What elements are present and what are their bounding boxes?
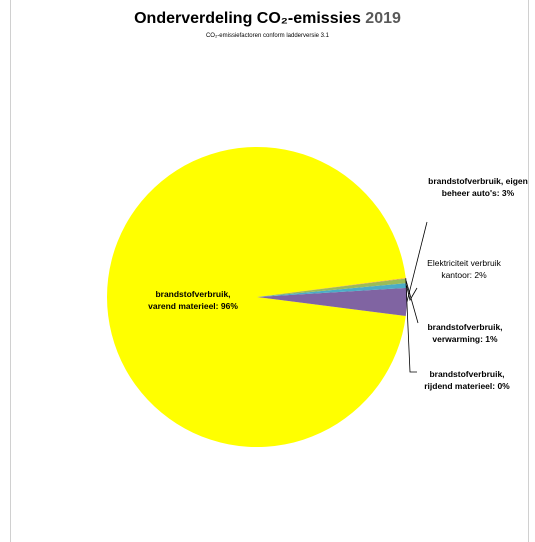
- label-varend-materieel-line: varend materieel: 96%: [148, 301, 238, 311]
- label-verwarming: brandstofverbruik, verwarming: 1%: [427, 322, 502, 344]
- label-verwarming-line: brandstofverbruik,: [427, 322, 502, 332]
- slice-varend-materieel: [107, 147, 406, 448]
- label-elektriciteit-kantoor-line: kantoor: 2%: [441, 270, 487, 280]
- chart-frame: [10, 0, 529, 542]
- leader-rijdend: [405, 278, 417, 373]
- chart-title-text: Onderverdeling CO₂-emissies: [134, 10, 361, 27]
- label-varend-materieel: brandstofverbruik, varend materieel: 96%: [148, 289, 238, 311]
- label-varend-materieel-line: brandstofverbruik,: [155, 289, 230, 299]
- label-rijdend-materieel-line: rijdend materieel: 0%: [424, 381, 510, 391]
- leader-elektriciteit: [406, 285, 418, 302]
- slice-verwarming: [257, 278, 407, 297]
- slice-elektriciteit-kantoor: [257, 283, 407, 297]
- label-eigen-beheer-autos-line: brandstofverbruik, eigen: [428, 176, 528, 186]
- label-rijdend-materieel: brandstofverbruik, rijdend materieel: 0%: [424, 369, 510, 391]
- label-eigen-beheer-autos-line: beheer auto's: 3%: [442, 188, 515, 198]
- chart-title-year: 2019: [365, 10, 401, 27]
- leader-verwarming: [405, 280, 419, 324]
- chart-title: Onderverdeling CO₂-emissies 2019: [0, 10, 535, 28]
- label-rijdend-materieel-line: brandstofverbruik,: [429, 369, 504, 379]
- leader-eigen-beheer: [406, 221, 428, 303]
- label-eigen-beheer-autos: brandstofverbruik, eigen beheer auto's: 3…: [428, 176, 528, 198]
- slice-eigen-beheer-autos: [257, 287, 407, 317]
- label-elektriciteit-kantoor-line: Elektriciteit verbruik: [427, 258, 501, 268]
- chart-subtitle: CO₂-emissiefactoren conform ladderversie…: [205, 33, 330, 39]
- label-elektriciteit-kantoor: Elektriciteit verbruik kantoor: 2%: [427, 258, 501, 280]
- label-verwarming-line: verwarming: 1%: [432, 334, 498, 344]
- slice-rijdend-materieel: [257, 277, 406, 297]
